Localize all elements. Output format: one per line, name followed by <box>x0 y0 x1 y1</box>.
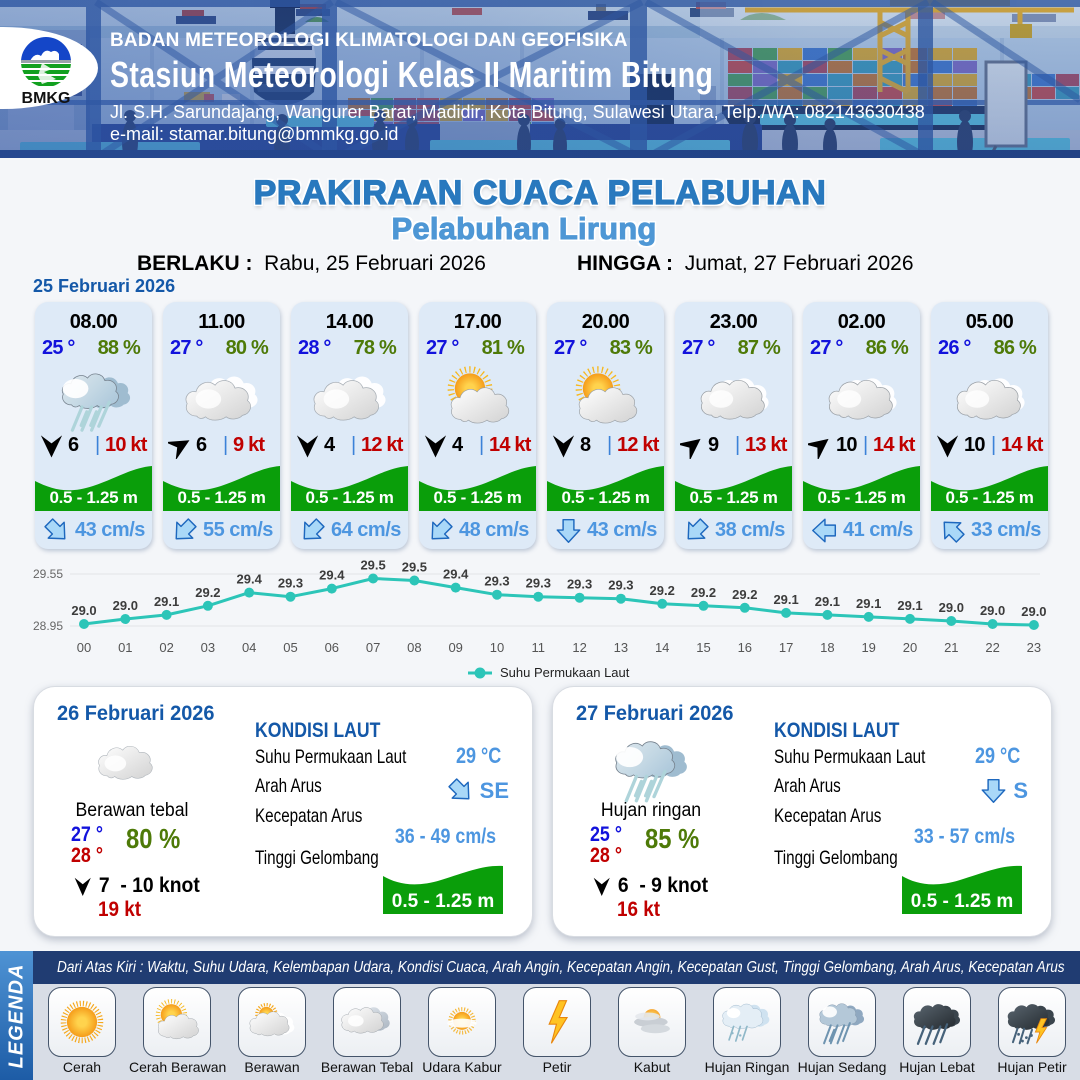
svg-text:29.3: 29.3 <box>608 578 633 593</box>
svg-text:29.0: 29.0 <box>980 603 1005 618</box>
svg-text:29.2: 29.2 <box>650 583 675 598</box>
svg-text:15: 15 <box>696 640 710 655</box>
svg-text:29.0: 29.0 <box>113 598 138 613</box>
svg-text:13: 13 <box>614 640 628 655</box>
svg-text:29.1: 29.1 <box>773 592 798 607</box>
svg-text:12: 12 <box>572 640 586 655</box>
svg-text:16: 16 <box>738 640 752 655</box>
svg-text:29.4: 29.4 <box>237 572 263 587</box>
svg-text:29.1: 29.1 <box>856 596 881 611</box>
svg-text:29.3: 29.3 <box>484 574 509 589</box>
svg-text:02: 02 <box>159 640 173 655</box>
svg-text:17: 17 <box>779 640 793 655</box>
svg-text:29.0: 29.0 <box>939 600 964 615</box>
svg-text:06: 06 <box>325 640 339 655</box>
svg-text:11: 11 <box>532 640 546 655</box>
svg-text:29.55: 29.55 <box>33 567 63 581</box>
svg-text:29.2: 29.2 <box>691 585 716 600</box>
svg-text:22: 22 <box>985 640 999 655</box>
svg-text:29.0: 29.0 <box>71 603 96 618</box>
svg-text:29.5: 29.5 <box>360 560 385 573</box>
svg-text:29.3: 29.3 <box>567 577 592 592</box>
svg-text:29.3: 29.3 <box>526 576 551 591</box>
svg-text:05: 05 <box>283 640 297 655</box>
svg-text:29.5: 29.5 <box>402 560 427 575</box>
svg-text:07: 07 <box>366 640 380 655</box>
svg-text:29.4: 29.4 <box>443 567 469 582</box>
svg-text:00: 00 <box>77 640 91 655</box>
svg-text:19: 19 <box>861 640 875 655</box>
svg-text:29.1: 29.1 <box>815 594 840 609</box>
svg-text:01: 01 <box>118 640 132 655</box>
svg-text:29.3: 29.3 <box>278 576 303 591</box>
svg-text:04: 04 <box>242 640 256 655</box>
svg-text:28.95: 28.95 <box>33 619 63 633</box>
svg-text:29.2: 29.2 <box>195 585 220 600</box>
svg-text:21: 21 <box>944 640 958 655</box>
svg-text:29.0: 29.0 <box>1021 604 1046 619</box>
svg-text:Suhu Permukaan Laut: Suhu Permukaan Laut <box>500 665 630 680</box>
svg-text:03: 03 <box>201 640 215 655</box>
svg-text:29.1: 29.1 <box>154 594 179 609</box>
svg-text:23: 23 <box>1027 640 1041 655</box>
svg-text:29.1: 29.1 <box>897 598 922 613</box>
svg-text:BMKG: BMKG <box>22 90 71 107</box>
svg-text:29.4: 29.4 <box>319 568 345 583</box>
svg-text:18: 18 <box>820 640 834 655</box>
svg-text:08: 08 <box>407 640 421 655</box>
svg-text:09: 09 <box>448 640 462 655</box>
svg-text:10: 10 <box>490 640 504 655</box>
svg-text:20: 20 <box>903 640 917 655</box>
svg-text:14: 14 <box>655 640 669 655</box>
svg-text:29.2: 29.2 <box>732 587 757 602</box>
